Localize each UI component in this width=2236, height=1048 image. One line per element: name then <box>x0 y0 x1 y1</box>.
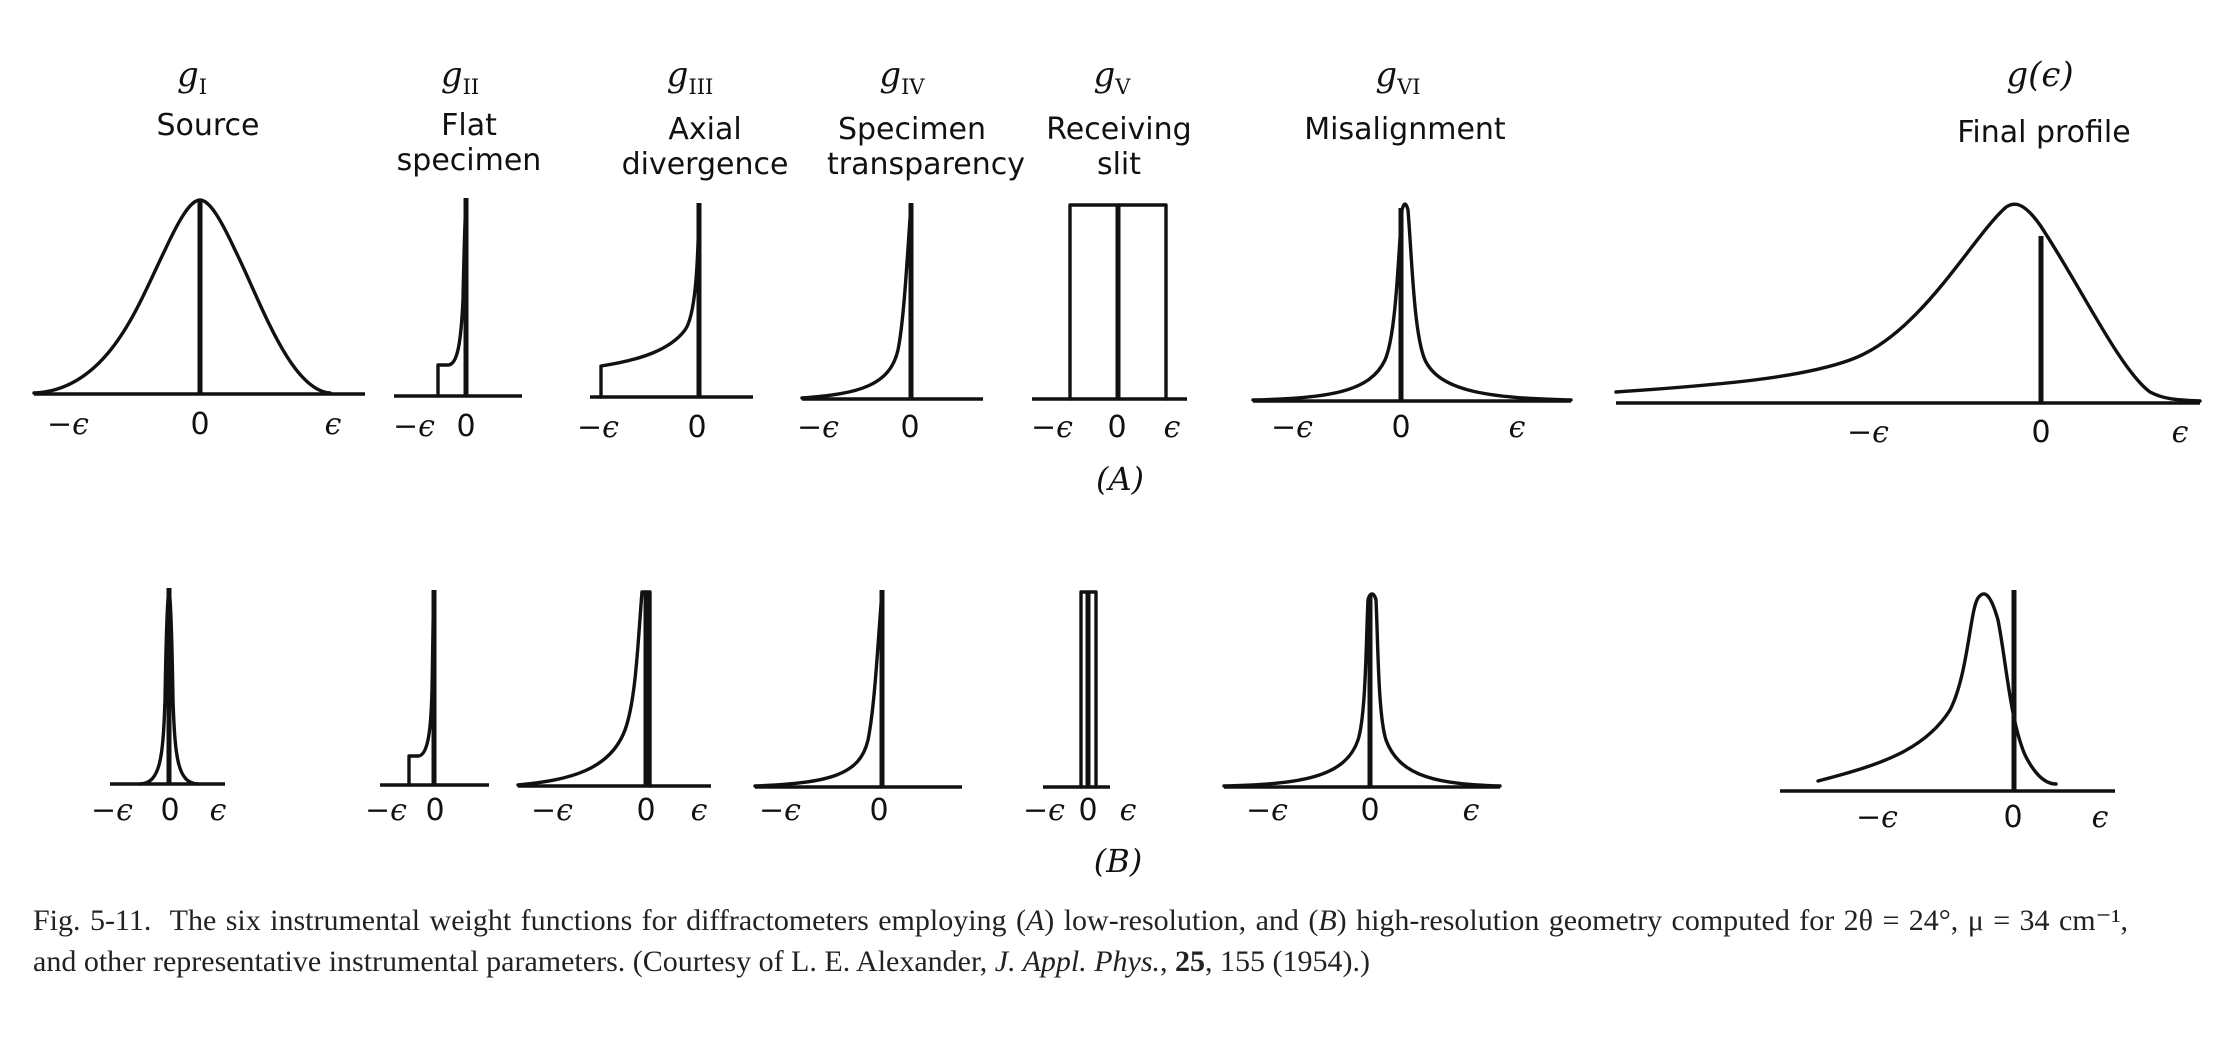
plot-b-misalignment: −ϵ 0 ϵ <box>1222 592 1502 828</box>
svg-text:0: 0 <box>425 793 444 828</box>
svg-text:−ϵ: −ϵ <box>365 793 407 828</box>
symbol-g3: gIII <box>667 55 714 99</box>
svg-text:ϵ: ϵ <box>2092 800 2109 835</box>
plot-a-axial-divergence: −ϵ 0 <box>577 203 753 445</box>
svg-text:0: 0 <box>636 793 655 828</box>
svg-text:−ϵ: −ϵ <box>393 409 435 444</box>
figure-caption: Fig. 5-11. The six instrumental weight f… <box>33 900 2128 982</box>
svg-text:ϵ: ϵ <box>210 793 227 828</box>
symbol-g6: gVI <box>1375 55 1420 99</box>
caption-figure-number: Fig. 5-11. <box>33 904 152 937</box>
svg-text:ϵ: ϵ <box>1120 793 1137 828</box>
svg-text:ϵ: ϵ <box>691 793 708 828</box>
svg-text:−ϵ: −ϵ <box>1847 415 1889 450</box>
caption-text-5: , 155 (1954).) <box>1205 945 1371 978</box>
svg-text:−ϵ: −ϵ <box>1856 800 1898 835</box>
header-g2: gII Flat specimen <box>397 55 542 178</box>
caption-text-4: , <box>1160 945 1176 978</box>
svg-text:0: 0 <box>190 407 209 442</box>
svg-text:0: 0 <box>1107 410 1126 445</box>
plot-b-specimen-transparency: −ϵ 0 <box>753 590 962 828</box>
symbol-g4: gIV <box>879 55 925 99</box>
caption-volume: 25 <box>1175 945 1206 978</box>
caption-text-1: The six instrumental weight functions fo… <box>169 904 1026 937</box>
title-axial: Axial <box>668 112 741 147</box>
svg-text:−ϵ: −ϵ <box>91 793 133 828</box>
svg-text:−ϵ: −ϵ <box>577 410 619 445</box>
title-flat: Flat <box>441 108 497 143</box>
panel-label-a: (A) <box>1096 460 1144 498</box>
plot-b-flat-specimen: −ϵ 0 <box>365 590 489 828</box>
svg-text:−ϵ: −ϵ <box>1271 410 1313 445</box>
title-divergence: divergence <box>622 147 789 182</box>
plot-b-receiving-slit: −ϵ 0 ϵ <box>1023 590 1137 828</box>
svg-text:ϵ: ϵ <box>2172 415 2189 450</box>
plot-a-specimen-transparency: −ϵ 0 <box>797 203 983 445</box>
header-g5: gV Receiving slit <box>1046 55 1191 182</box>
header-g4: gIV Specimen transparency <box>827 55 1025 182</box>
plot-a-final-profile: −ϵ 0 ϵ <box>1614 202 2202 450</box>
title-specimen: specimen <box>397 143 542 178</box>
panel-label-b: (B) <box>1094 842 1142 880</box>
plot-b-source: −ϵ 0 ϵ <box>91 588 227 828</box>
plot-a-flat-specimen: −ϵ 0 <box>393 198 522 444</box>
caption-ref-a: A <box>1025 904 1045 937</box>
header-g1: gI Source <box>156 55 259 143</box>
svg-text:0: 0 <box>900 410 919 445</box>
svg-text:0: 0 <box>1078 793 1097 828</box>
svg-text:0: 0 <box>456 409 475 444</box>
svg-text:0: 0 <box>869 793 888 828</box>
title-source: Source <box>156 108 259 143</box>
svg-text:0: 0 <box>687 410 706 445</box>
svg-text:−ϵ: −ϵ <box>531 793 573 828</box>
title-receiving: Receiving <box>1046 112 1191 147</box>
symbol-g5: gV <box>1094 55 1132 99</box>
symbol-g1: gI <box>177 55 207 99</box>
plot-b-axial-divergence: −ϵ 0 ϵ <box>516 590 711 828</box>
svg-text:0: 0 <box>160 793 179 828</box>
symbol-g2: gII <box>441 55 479 99</box>
header-g3: gIII Axial divergence <box>622 55 789 182</box>
header-g6: gVI Misalignment <box>1304 55 1506 147</box>
svg-text:0: 0 <box>1360 793 1379 828</box>
symbol-g-eps: g(ϵ) <box>2006 55 2073 95</box>
plot-a-receiving-slit: −ϵ 0 ϵ <box>1031 203 1187 445</box>
caption-text-2: ) low-resolution, and ( <box>1044 904 1319 937</box>
plot-a-misalignment: −ϵ 0 ϵ <box>1251 202 1573 445</box>
title-transparency: transparency <box>827 147 1025 182</box>
title-final-profile: Final profile <box>1957 115 2130 150</box>
svg-text:0: 0 <box>1391 410 1410 445</box>
svg-text:0: 0 <box>2031 415 2050 450</box>
title-slit: slit <box>1097 147 1141 182</box>
plot-b-final-profile: −ϵ 0 ϵ <box>1780 590 2115 835</box>
svg-text:ϵ: ϵ <box>1463 793 1480 828</box>
svg-text:−ϵ: −ϵ <box>47 407 89 442</box>
title-misalignment: Misalignment <box>1304 112 1506 147</box>
caption-journal: J. Appl. Phys. <box>994 945 1161 978</box>
svg-text:−ϵ: −ϵ <box>1031 410 1073 445</box>
svg-text:−ϵ: −ϵ <box>1023 793 1065 828</box>
caption-ref-b: B <box>1318 904 1337 937</box>
svg-text:ϵ: ϵ <box>1509 410 1526 445</box>
svg-text:ϵ: ϵ <box>1164 410 1181 445</box>
svg-text:ϵ: ϵ <box>325 407 342 442</box>
svg-text:−ϵ: −ϵ <box>759 793 801 828</box>
caption-text-3: ) high-resolution geometry computed for … <box>33 904 2128 978</box>
svg-text:−ϵ: −ϵ <box>797 410 839 445</box>
header-g-final: g(ϵ) Final profile <box>1957 55 2130 150</box>
plot-a-source: −ϵ 0 ϵ <box>32 198 365 442</box>
svg-text:−ϵ: −ϵ <box>1246 793 1288 828</box>
svg-text:0: 0 <box>2003 800 2022 835</box>
title-specimen-2: Specimen <box>838 112 986 147</box>
